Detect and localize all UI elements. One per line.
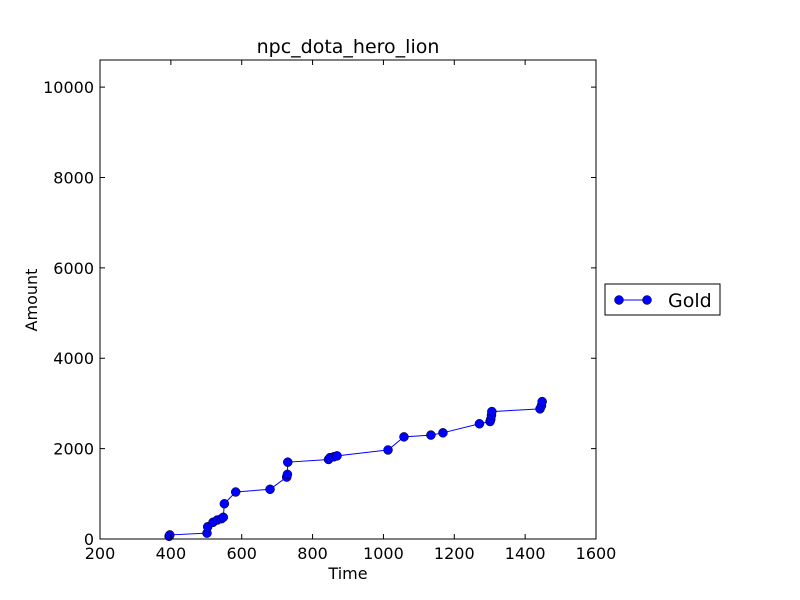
- chart-title: npc_dota_hero_lion: [257, 36, 440, 58]
- data-point: [219, 499, 230, 509]
- data-point: [283, 457, 293, 467]
- plot-frame: [99, 59, 597, 540]
- data-point: [537, 396, 547, 407]
- y-tick-label: 6000: [53, 259, 94, 278]
- data-point: [165, 530, 175, 540]
- x-tick-label: 200: [85, 544, 116, 563]
- legend-marker-gold: [642, 295, 652, 305]
- data-point: [474, 419, 485, 429]
- data-point: [265, 484, 275, 495]
- x-tick-label: 600: [226, 544, 257, 563]
- axis-ticks: 200 400 600 800 1000 1200 1400 1600 0 2000 4000 600…: [43, 60, 616, 563]
- y-axis-title: Amount: [22, 269, 41, 332]
- x-tick-label: 400: [156, 544, 187, 563]
- legend-label-gold: Gold: [668, 290, 712, 312]
- y-tick-label: 8000: [53, 168, 94, 187]
- y-tick-label: 10000: [43, 78, 94, 97]
- x-axis-title: Time: [327, 564, 367, 583]
- data-point: [438, 428, 448, 438]
- plot-area: [99, 59, 597, 542]
- data-point: [487, 406, 497, 417]
- legend-marker-gold: [614, 295, 624, 305]
- data-point: [332, 451, 342, 461]
- data-point: [383, 445, 393, 455]
- x-tick-label: 800: [297, 544, 328, 563]
- y-tick-label: 4000: [53, 349, 94, 368]
- data-point: [230, 487, 241, 497]
- data-point: [399, 432, 409, 442]
- x-tick-label: 1200: [434, 544, 475, 563]
- x-tick-label: 1000: [363, 544, 404, 563]
- legend: Gold: [604, 283, 721, 316]
- y-tick-label: 0: [84, 530, 94, 549]
- data-point: [218, 512, 229, 523]
- x-tick-label: 1600: [576, 544, 617, 563]
- data-point: [426, 430, 436, 440]
- x-tick-label: 1400: [505, 544, 546, 563]
- y-tick-label: 2000: [53, 440, 94, 459]
- data-point: [282, 469, 293, 480]
